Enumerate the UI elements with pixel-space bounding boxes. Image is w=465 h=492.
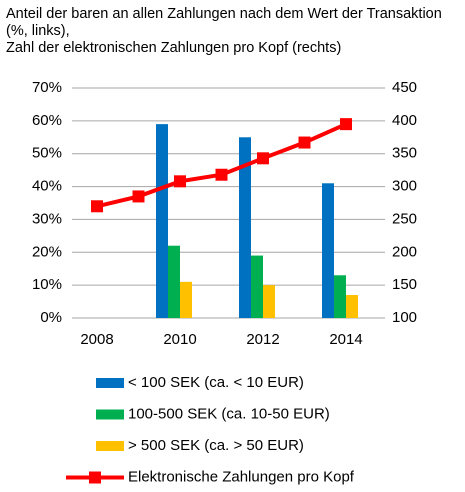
chart-subtitle: Zahl der elektronischen Zahlungen pro Ko…	[6, 40, 342, 56]
line-marker	[298, 136, 311, 149]
y-tick-label: 0%	[40, 309, 62, 326]
y2-tick-label: 350	[392, 145, 417, 162]
chart-title: Anteil der baren an allen Zahlungen nach…	[6, 6, 442, 39]
legend-label: < 100 SEK (ca. < 10 EUR)	[128, 374, 304, 391]
y2-tick-label: 300	[392, 178, 417, 195]
x-tick-label: 2008	[80, 331, 113, 348]
line-marker	[174, 175, 186, 188]
y-tick-label: 70%	[32, 79, 62, 96]
y2-tick-label: 100	[392, 309, 417, 326]
legend-swatch	[96, 409, 124, 420]
bar	[322, 183, 334, 318]
legend-label: Elektronische Zahlungen pro Kopf	[128, 468, 355, 485]
bar	[156, 124, 168, 319]
bar	[239, 137, 251, 318]
bar	[168, 245, 180, 318]
y-tick-label: 60%	[32, 112, 62, 129]
bar	[180, 281, 192, 318]
legend-swatch	[96, 441, 124, 451]
x-tick-label: 2012	[246, 331, 279, 348]
line-marker	[91, 200, 103, 213]
legend-label: 100-500 SEK (ca. 10-50 EUR)	[128, 405, 330, 422]
legend-swatch	[96, 378, 124, 388]
chart-title-block: Anteil der baren an allen Zahlungen nach…	[6, 6, 456, 57]
y2-tick-label: 450	[392, 79, 417, 96]
line-marker	[340, 118, 352, 131]
x-tick-label: 2010	[163, 331, 196, 348]
y-tick-label: 50%	[32, 145, 62, 162]
y-tick-label: 10%	[32, 276, 62, 293]
y-tick-label: 20%	[32, 243, 62, 260]
y2-tick-label: 200	[392, 243, 417, 260]
bar	[251, 255, 263, 318]
bar	[346, 295, 358, 318]
line-marker	[257, 152, 269, 165]
y-tick-label: 40%	[32, 178, 62, 195]
line-marker	[132, 190, 145, 203]
line-marker	[215, 168, 228, 181]
legend-swatch-marker	[89, 471, 101, 484]
bar	[263, 285, 275, 318]
bar	[334, 275, 346, 318]
y2-tick-label: 250	[392, 210, 417, 227]
y-tick-label: 30%	[32, 210, 62, 227]
y2-tick-label: 400	[392, 112, 417, 129]
legend-label: > 500 SEK (ca. > 50 EUR)	[128, 437, 304, 454]
y2-tick-label: 150	[392, 276, 417, 293]
x-tick-label: 2014	[329, 331, 362, 348]
